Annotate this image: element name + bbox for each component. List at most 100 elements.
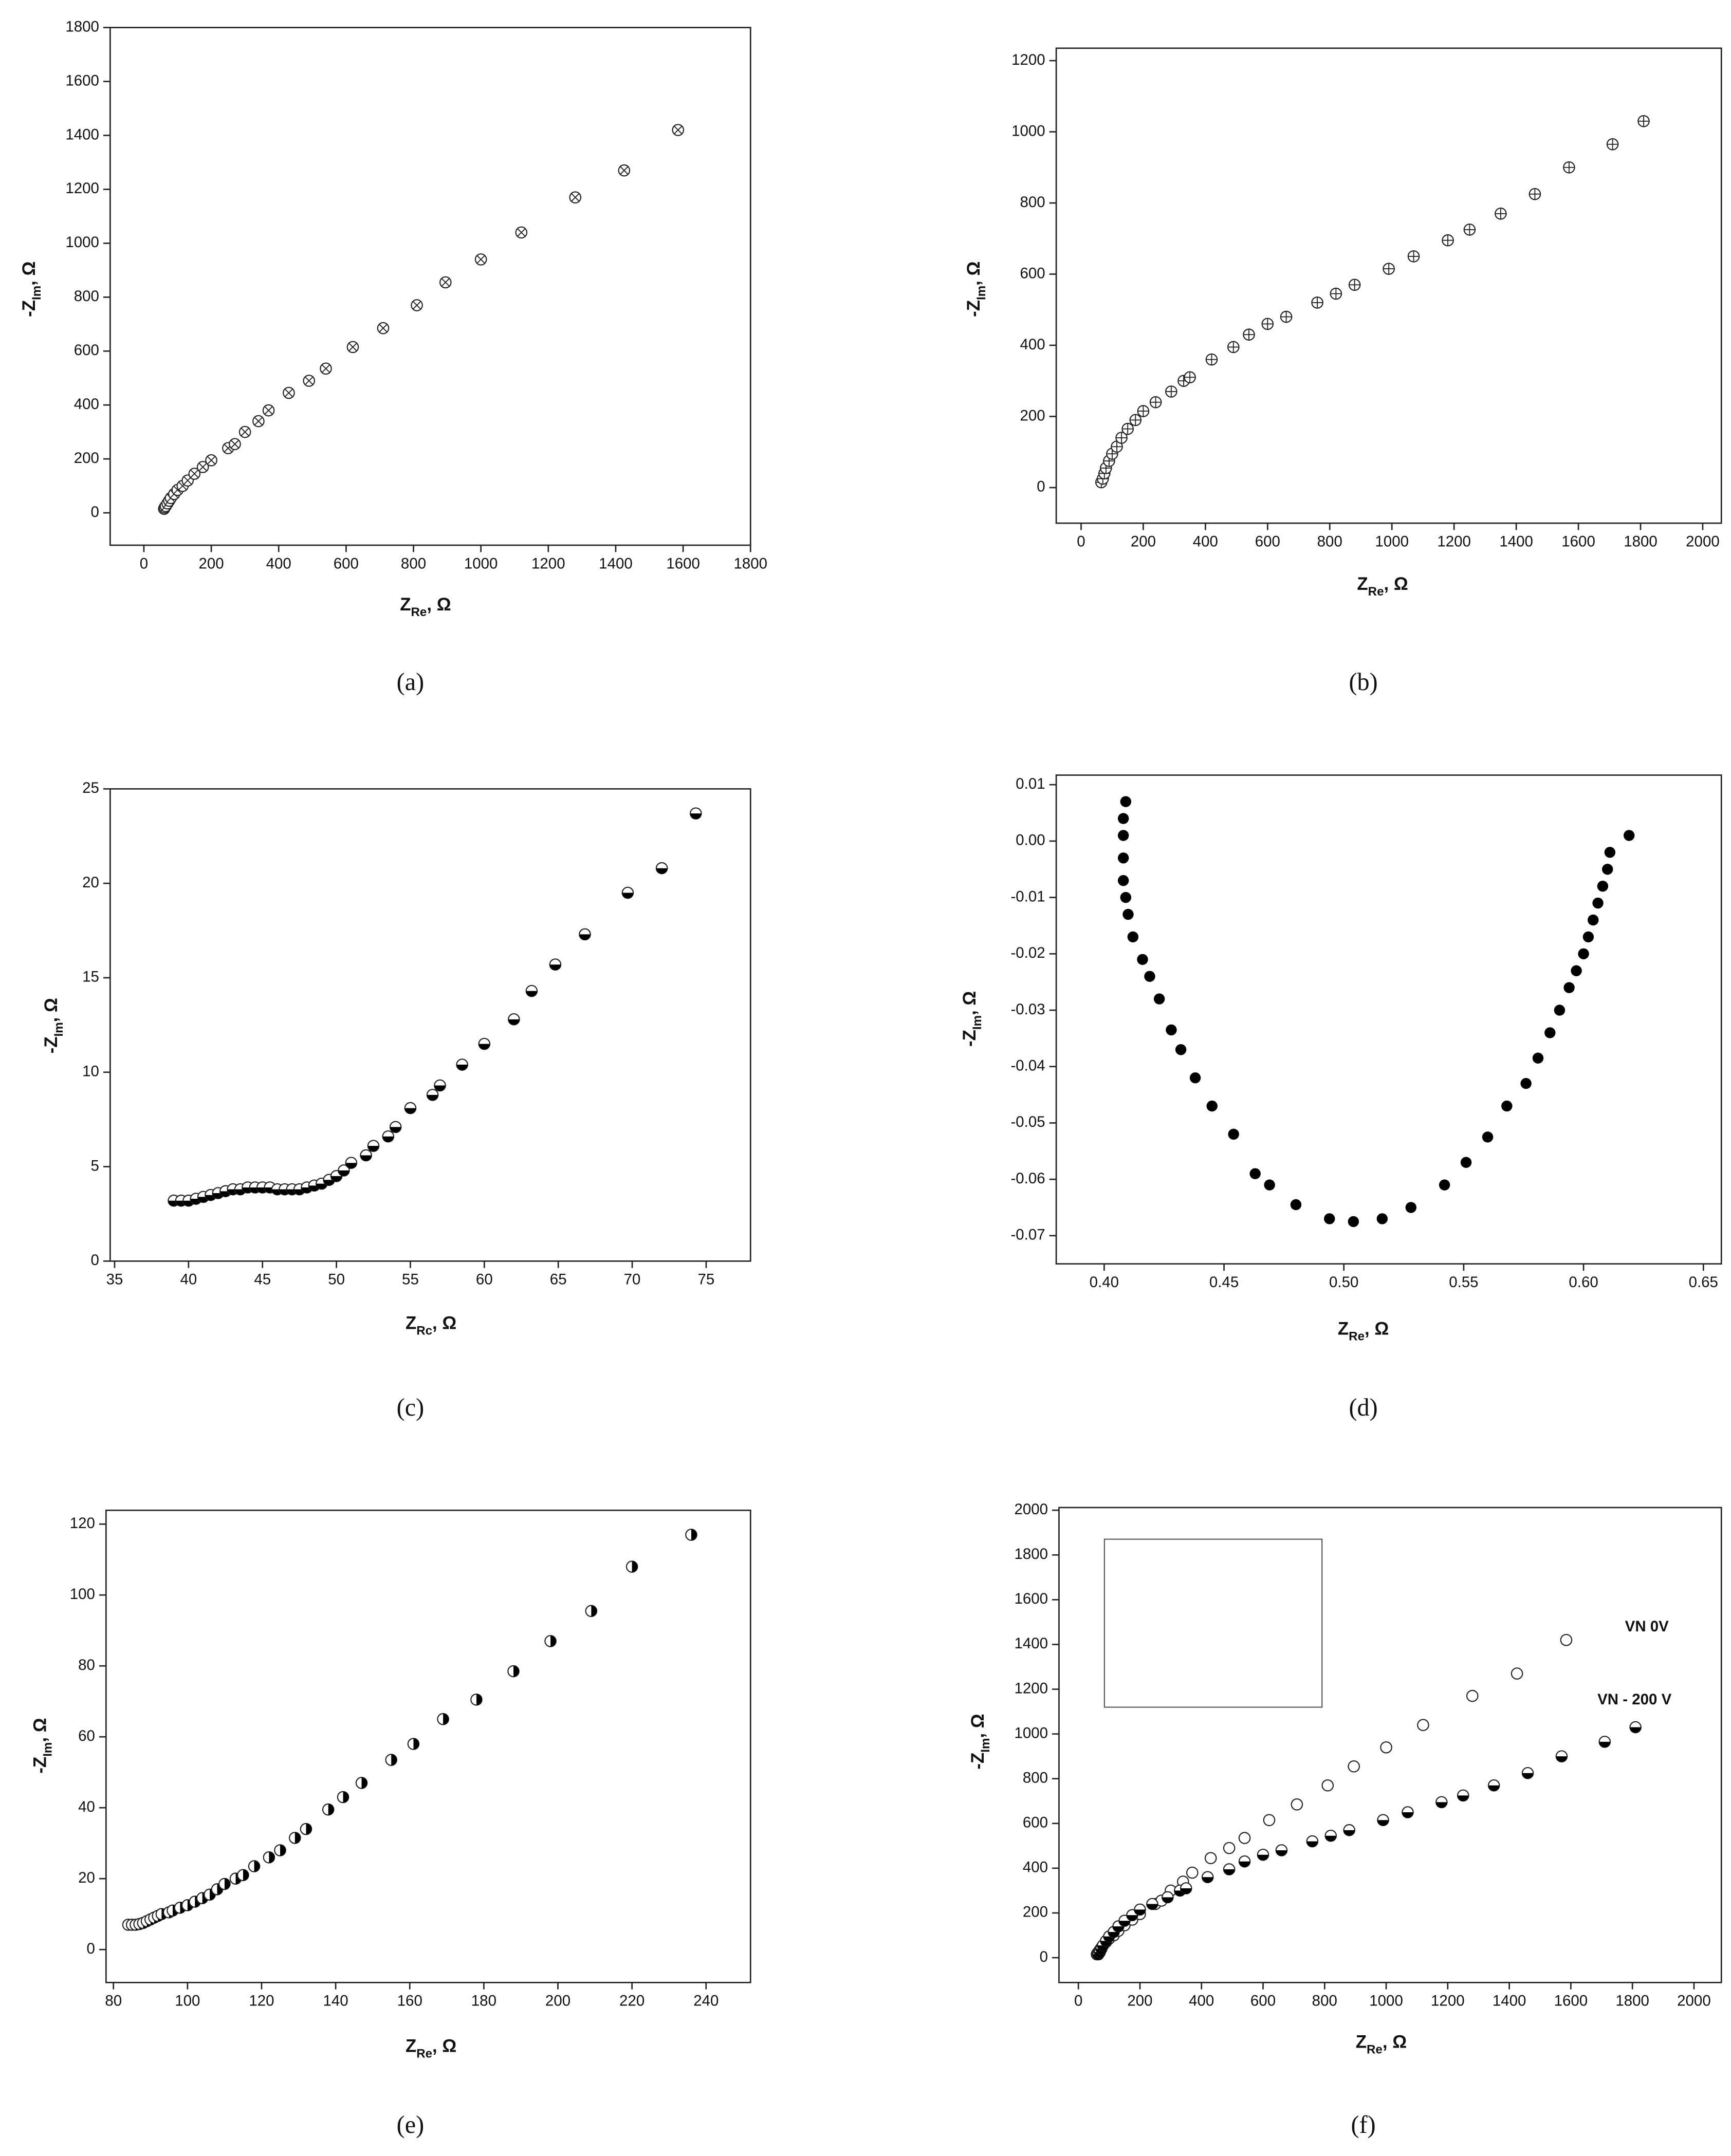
data-point [1407,250,1420,263]
marker-half [478,1044,490,1050]
y-tick-label: 600 [1023,1814,1048,1831]
marker-half [1162,1897,1173,1903]
data-point [1290,1199,1302,1211]
data-point [1629,1721,1642,1734]
y-tick-label: 0.00 [1016,832,1045,849]
marker-body [1117,813,1129,824]
marker-half [1377,1820,1389,1826]
data-point [1555,1750,1568,1762]
data-point [1184,371,1196,384]
marker-body [1290,1199,1302,1211]
x-tick-label: 75 [698,1271,715,1288]
marker-body [1238,1832,1251,1844]
legend-label: VN 0V [1625,1618,1669,1635]
inset-frame [1103,1538,1323,1708]
marker-half [413,1738,419,1750]
x-tick-label: 400 [1189,1993,1214,2010]
marker-cross [476,255,485,264]
data-point [367,1140,380,1152]
x-tick-label: 2000 [1686,533,1720,550]
x-tick-label: 240 [693,1993,719,2010]
marker-half [456,1065,468,1070]
y-tick-label: 60 [78,1727,95,1744]
data-point [320,362,332,375]
x-tick-label: 1000 [464,555,498,572]
plot-frame [105,1509,751,1983]
marker-half [1134,1909,1146,1916]
marker-cross [207,456,216,464]
data-point [470,1693,483,1706]
marker-half [549,964,561,970]
data-point [1376,1213,1388,1224]
marker-cross [379,324,388,332]
marker-body [1137,954,1148,965]
marker-cross [321,364,330,373]
data-point [1201,1871,1214,1884]
marker-half [513,1665,519,1677]
marker-body [1380,1741,1392,1754]
data-point [1377,1814,1389,1827]
marker-half [280,1845,286,1856]
data-point [544,1635,557,1647]
data-point [625,1560,638,1573]
marker-cross [241,428,249,436]
x-tick-label: 140 [323,1993,348,2010]
data-point [1263,1814,1276,1827]
marker-half [1108,1931,1119,1938]
y-tick-label: 10 [82,1063,99,1080]
y-tick-label: 400 [1020,336,1045,353]
data-point [1501,1100,1513,1112]
data-point [1592,897,1604,909]
marker-plus [1563,162,1575,173]
x-tick-label: 400 [266,555,291,572]
marker-half [1119,1921,1130,1926]
axis-label-part: Re [1367,2042,1383,2056]
marker-half [306,1823,312,1835]
marker-plus [1495,208,1506,219]
y-tick-label: 200 [74,450,99,467]
marker-half [390,1127,401,1133]
marker-plus [1228,341,1239,353]
marker-body [1544,1027,1556,1038]
axis-label-part: Im [41,1742,54,1757]
data-point [1205,353,1218,366]
y-tick-label: 15 [82,969,99,986]
marker-body [1348,1760,1360,1773]
y-tick-label: -0.04 [1010,1057,1045,1074]
marker-half [343,1791,349,1803]
marker-half [1113,1926,1124,1932]
data-point [474,253,487,266]
marker-half [1306,1841,1318,1847]
data-point [1521,1767,1534,1779]
marker-half [1147,1904,1158,1910]
x-tick-label: 40 [180,1271,197,1288]
data-point [196,461,209,473]
data-point [1435,1796,1448,1809]
axis-label-part: Z [406,2036,416,2056]
data-point [1588,914,1599,926]
axis-label-part: , Ω [30,1718,50,1742]
data-point [1137,405,1150,417]
panel-caption: (d) [1349,1394,1377,1421]
data-point [1324,1213,1335,1224]
marker-half [330,1176,342,1182]
y-tick-label: 0 [1040,1948,1048,1965]
marker-body [1249,1168,1261,1179]
marker-body [1204,1852,1217,1865]
data-point [1460,1157,1472,1168]
data-point [1153,993,1165,1005]
data-point [355,1777,368,1789]
x-tick-label: 600 [1250,1993,1276,2010]
marker-half [254,1861,260,1872]
data-point [322,1803,335,1816]
marker-body [1186,1866,1199,1879]
marker-half [622,893,634,899]
x-tick-label: 0.60 [1569,1274,1598,1291]
axis-label: ZRe, Ω [1338,1319,1389,1344]
marker-half [526,991,538,997]
data-point [1560,1633,1573,1646]
data-point [1578,948,1589,960]
marker-plus [1442,235,1453,246]
x-tick-label: 0.45 [1209,1274,1239,1291]
